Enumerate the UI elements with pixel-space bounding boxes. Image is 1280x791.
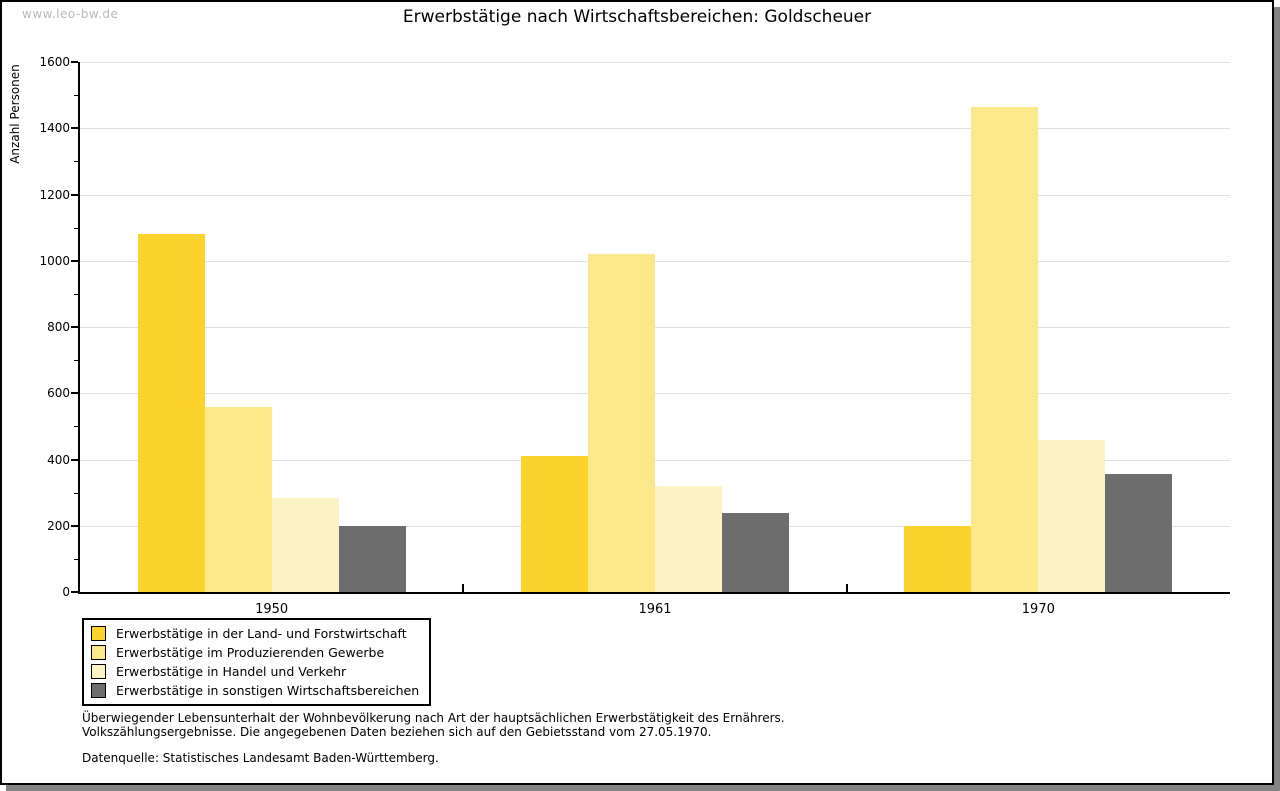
y-tick-1600 <box>71 61 78 63</box>
gridline-800 <box>80 327 1230 328</box>
y-minor-tick-1500 <box>74 95 78 97</box>
legend-item-4: Erwerbstätige in sonstigen Wirtschaftsbe… <box>91 681 419 700</box>
gridline-1200 <box>80 194 1230 196</box>
legend-item-1: Erwerbstätige in der Land- und Forstwirt… <box>91 624 419 643</box>
y-tick-800 <box>71 326 78 328</box>
legend-swatch-4 <box>91 683 106 698</box>
bar-series4-1950 <box>338 525 406 592</box>
x-boundary-tick-1 <box>462 584 465 592</box>
legend-label-2: Erwerbstätige im Produzierenden Gewerbe <box>116 645 385 660</box>
bar-series1-1970 <box>904 525 972 592</box>
gridline-1000 <box>80 260 1230 262</box>
bar-series4-1961 <box>722 512 789 592</box>
legend-swatch-3 <box>91 664 106 679</box>
y-tick-label-600: 600 <box>47 386 70 401</box>
y-tick-0 <box>71 591 78 593</box>
datasource-line: Datenquelle: Statistisches Landesamt Bad… <box>82 751 439 765</box>
y-minor-tick-700 <box>74 360 78 362</box>
bar-series4-1970 <box>1105 474 1173 592</box>
y-minor-tick-1100 <box>74 227 78 229</box>
bar-series2-1950 <box>204 406 272 592</box>
y-tick-label-1600: 1600 <box>39 55 70 69</box>
footnote-line-1: Überwiegender Lebensunterhalt der Wohnbe… <box>82 711 785 725</box>
y-tick-600 <box>71 392 78 395</box>
legend-swatch-2 <box>91 645 106 660</box>
bar-series2-1970 <box>971 106 1039 592</box>
x-category-label-1970: 1970 <box>1021 602 1055 617</box>
y-tick-label-0: 0 <box>62 585 70 599</box>
gridline-600 <box>80 393 1230 395</box>
bar-series2-1961 <box>588 254 655 592</box>
chart-title: Erwerbstätige nach Wirtschaftsbereichen:… <box>402 7 872 27</box>
y-minor-tick-1300 <box>74 161 78 163</box>
y-minor-tick-900 <box>74 293 78 295</box>
y-minor-tick-100 <box>74 558 78 560</box>
x-category-label-1950: 1950 <box>255 602 289 617</box>
legend-item-2: Erwerbstätige im Produzierenden Gewerbe <box>91 643 419 662</box>
bar-series1-1950 <box>137 234 205 592</box>
bar-series1-1961 <box>521 456 588 592</box>
y-tick-label-1200: 1200 <box>39 187 70 202</box>
y-tick-label-200: 200 <box>47 518 70 533</box>
footnotes: Überwiegender Lebensunterhalt der Wohnbe… <box>82 711 785 766</box>
y-tick-1200 <box>71 193 78 196</box>
legend-label-3: Erwerbstätige in Handel und Verkehr <box>116 664 347 679</box>
legend-box: Erwerbstätige in der Land- und Forstwirt… <box>82 618 432 706</box>
y-tick-label-800: 800 <box>47 320 70 334</box>
footnote-line-2: Volkszählungsergebnisse. Die angegebenen… <box>82 724 712 739</box>
y-tick-1000 <box>71 259 78 262</box>
gridline-1400 <box>80 128 1230 130</box>
y-tick-200 <box>71 524 78 527</box>
y-tick-label-1000: 1000 <box>39 253 70 268</box>
legend-label-1: Erwerbstätige in der Land- und Forstwirt… <box>116 626 407 641</box>
y-tick-label-1400: 1400 <box>39 121 70 136</box>
y-minor-tick-300 <box>74 492 78 494</box>
gridline-400 <box>80 459 1230 461</box>
gridline-1600 <box>80 62 1230 63</box>
y-tick-label-400: 400 <box>47 452 70 467</box>
plot-area: 0 200 400 600 800 1000 1200 1400 1600 1950 1961 197… <box>39 55 1230 617</box>
y-axis-label: Anzahl Personen <box>8 64 22 164</box>
legend-label-4: Erwerbstätige in sonstigen Wirtschaftsbe… <box>116 683 420 698</box>
y-tick-1400 <box>71 127 78 130</box>
legend-swatch-1 <box>91 626 106 641</box>
bar-series3-1950 <box>271 497 339 592</box>
x-category-label-1961: 1961 <box>638 602 672 617</box>
x-boundary-tick-2 <box>845 584 848 592</box>
bar-series3-1961 <box>655 486 722 592</box>
legend-item-3: Erwerbstätige in Handel und Verkehr <box>91 662 419 681</box>
y-minor-tick-500 <box>74 426 78 428</box>
bar-series3-1970 <box>1038 439 1106 592</box>
y-tick-400 <box>71 458 78 461</box>
site-watermark: www.leo-bw.de <box>22 7 119 21</box>
